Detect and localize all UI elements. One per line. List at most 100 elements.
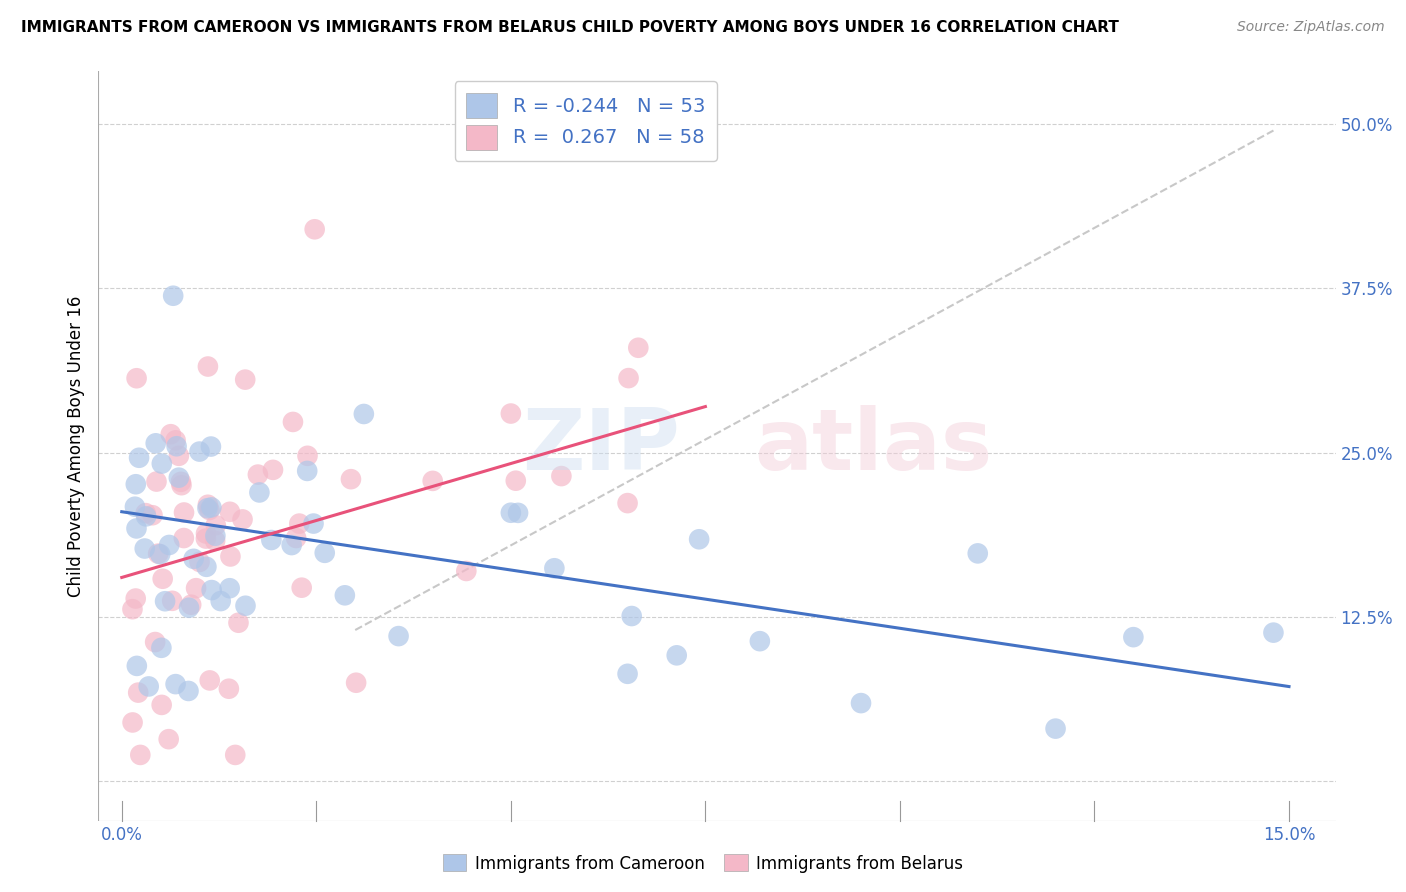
Point: [184, 581, 207, 595]
Point: [200, 500, 222, 515]
Point: [204, 518, 226, 533]
Point: [204, 529, 226, 543]
Point: [209, 594, 232, 608]
Point: [160, 594, 183, 608]
Point: [302, 516, 325, 531]
Text: ZIP: ZIP: [522, 404, 681, 488]
Point: [153, 594, 176, 608]
Point: [616, 496, 638, 510]
Point: [262, 463, 284, 477]
Point: [165, 677, 187, 691]
Point: [246, 467, 269, 482]
Point: [135, 506, 157, 520]
Point: [506, 506, 529, 520]
Point: [617, 371, 640, 385]
Point: [260, 533, 283, 547]
Point: [157, 538, 180, 552]
Point: [499, 506, 522, 520]
Point: [121, 602, 143, 616]
Point: [167, 470, 190, 484]
Point: [232, 512, 254, 526]
Point: [233, 373, 256, 387]
Point: [249, 485, 271, 500]
Point: [333, 588, 356, 602]
Point: [218, 505, 240, 519]
Point: [285, 531, 308, 545]
Point: [849, 696, 872, 710]
Point: [173, 531, 195, 545]
Point: [204, 533, 226, 548]
Point: [128, 450, 150, 465]
Point: [280, 538, 302, 552]
Point: [170, 475, 193, 489]
Point: [125, 659, 148, 673]
Point: [173, 506, 195, 520]
Point: [170, 478, 193, 492]
Point: [543, 561, 565, 575]
Point: [138, 680, 160, 694]
Text: Source: ZipAtlas.com: Source: ZipAtlas.com: [1237, 20, 1385, 34]
Point: [748, 634, 770, 648]
Point: [218, 581, 240, 595]
Point: [201, 583, 224, 598]
Point: [198, 503, 221, 517]
Point: [141, 508, 163, 523]
Point: [665, 648, 688, 663]
Point: [145, 436, 167, 450]
Point: [1122, 630, 1144, 644]
Point: [197, 501, 219, 516]
Point: [1045, 722, 1067, 736]
Point: [127, 685, 149, 699]
Point: [200, 440, 222, 454]
Point: [228, 615, 250, 630]
Point: [499, 407, 522, 421]
Point: [195, 559, 218, 574]
Point: [281, 415, 304, 429]
Point: [125, 521, 148, 535]
Point: [150, 457, 173, 471]
Point: [966, 546, 988, 560]
Point: [125, 477, 148, 491]
Point: [616, 666, 638, 681]
Legend: Immigrants from Cameroon, Immigrants from Belarus: Immigrants from Cameroon, Immigrants fro…: [436, 847, 970, 880]
Point: [288, 516, 311, 531]
Point: [550, 469, 572, 483]
Y-axis label: Child Poverty Among Boys Under 16: Child Poverty Among Boys Under 16: [66, 295, 84, 597]
Point: [177, 600, 200, 615]
Point: [134, 541, 156, 556]
Point: [198, 673, 221, 688]
Text: IMMIGRANTS FROM CAMEROON VS IMMIGRANTS FROM BELARUS CHILD POVERTY AMONG BOYS UND: IMMIGRANTS FROM CAMEROON VS IMMIGRANTS F…: [21, 20, 1119, 35]
Point: [456, 564, 478, 578]
Point: [304, 222, 326, 236]
Point: [129, 747, 152, 762]
Point: [314, 546, 336, 560]
Point: [1263, 625, 1285, 640]
Point: [125, 591, 148, 606]
Point: [620, 609, 643, 624]
Legend: R = -0.244   N = 53, R =  0.267   N = 58: R = -0.244 N = 53, R = 0.267 N = 58: [454, 81, 717, 161]
Point: [145, 475, 167, 489]
Point: [167, 449, 190, 463]
Point: [219, 549, 242, 564]
Point: [150, 698, 173, 712]
Point: [297, 449, 319, 463]
Point: [291, 581, 314, 595]
Point: [150, 640, 173, 655]
Point: [143, 635, 166, 649]
Point: [162, 289, 184, 303]
Point: [183, 551, 205, 566]
Point: [166, 439, 188, 453]
Point: [157, 732, 180, 747]
Point: [344, 675, 367, 690]
Point: [165, 434, 187, 448]
Point: [505, 474, 527, 488]
Point: [135, 509, 157, 524]
Point: [124, 500, 146, 514]
Point: [197, 359, 219, 374]
Point: [218, 681, 240, 696]
Point: [180, 598, 202, 612]
Text: atlas: atlas: [754, 404, 993, 488]
Point: [295, 464, 318, 478]
Point: [197, 498, 219, 512]
Point: [159, 427, 181, 442]
